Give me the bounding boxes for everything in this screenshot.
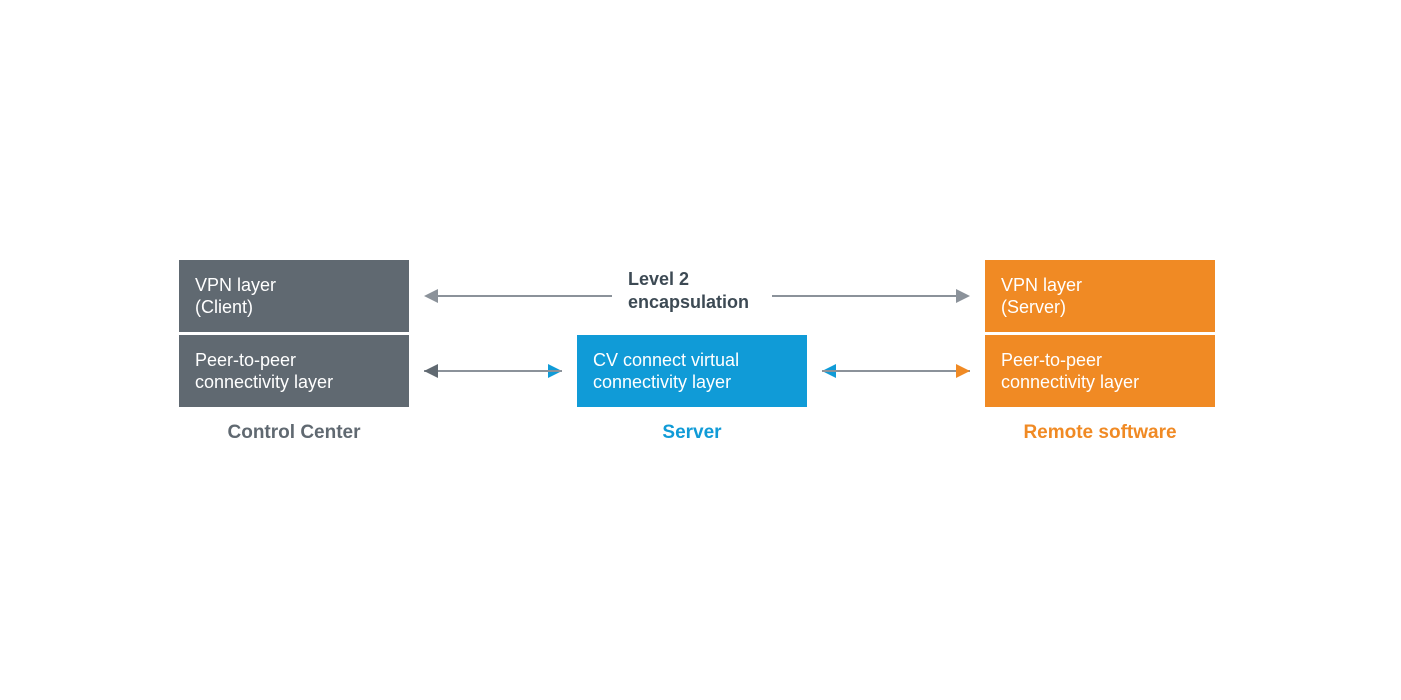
footer-right: Remote software bbox=[984, 422, 1216, 444]
node-left-top: VPN layer(Client) bbox=[178, 259, 410, 333]
node-right-bottom: Peer-to-peerconnectivity layer bbox=[984, 334, 1216, 408]
footer-center: Server bbox=[576, 422, 808, 444]
center-label-level2: Level 2encapsulation bbox=[628, 268, 749, 315]
node-center: CV connect virtualconnectivity layer bbox=[576, 334, 808, 408]
diagram-stage: VPN layer(Client) Peer-to-peerconnectivi… bbox=[0, 0, 1401, 700]
footer-left: Control Center bbox=[178, 422, 410, 444]
node-right-top: VPN layer(Server) bbox=[984, 259, 1216, 333]
node-left-bottom: Peer-to-peerconnectivity layer bbox=[178, 334, 410, 408]
